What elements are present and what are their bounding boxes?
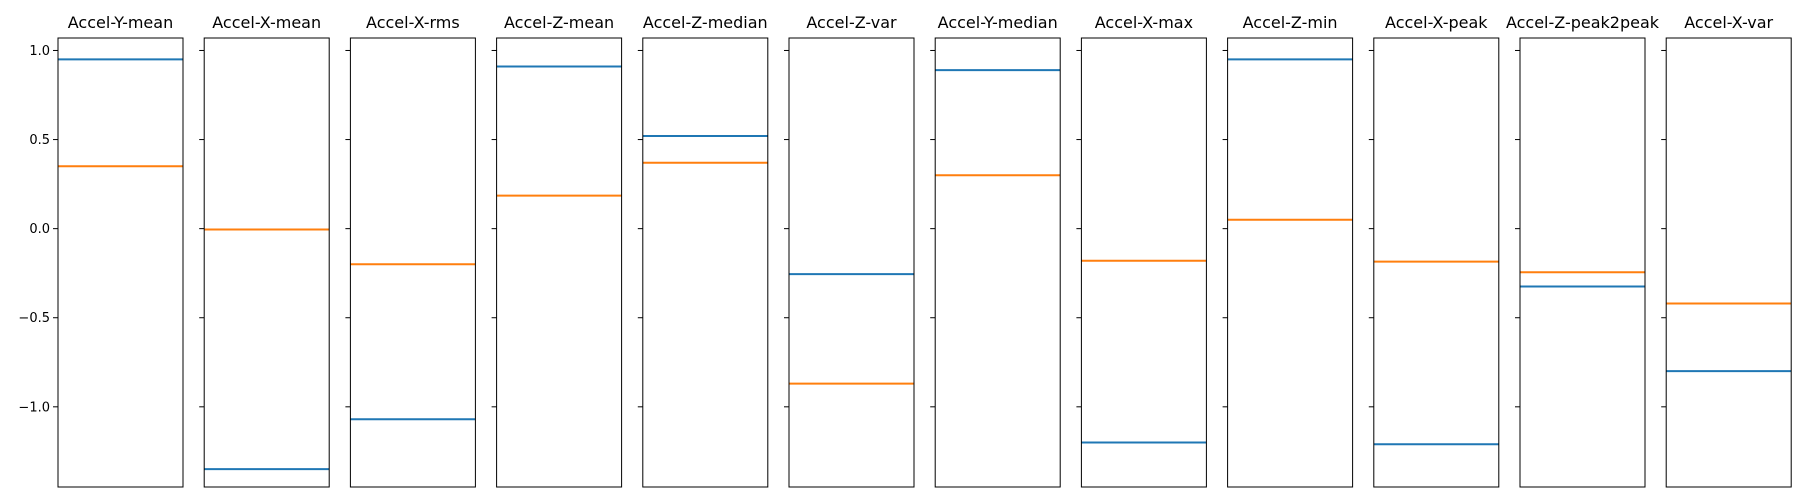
panel: Accel-Y-median <box>930 13 1061 488</box>
panel-frame <box>934 37 1061 488</box>
y-tick-label: 0.5 <box>29 133 50 148</box>
panel: Accel-X-peak <box>1368 13 1500 488</box>
panel-frame <box>1373 37 1500 488</box>
y-tick-label: −0.5 <box>18 311 50 326</box>
panel: Accel-Z-median <box>637 13 769 488</box>
panel-title: Accel-Z-var <box>806 13 897 32</box>
panel-title: Accel-Y-median <box>938 13 1058 32</box>
panel-frame <box>1519 37 1646 488</box>
panel-title: Accel-Z-peak2peak <box>1506 13 1660 32</box>
panel-title: Accel-X-peak <box>1385 13 1488 32</box>
panel: Accel-X-max <box>1076 13 1207 488</box>
panel-title: Accel-Z-median <box>643 13 768 32</box>
panel-frame <box>57 37 184 488</box>
y-tick-label: −1.0 <box>18 400 50 415</box>
panel-frame <box>1665 37 1792 488</box>
panel: Accel-Z-min <box>1222 13 1354 488</box>
panel: Accel-Z-var <box>784 13 915 488</box>
panel-frame <box>496 37 623 488</box>
panel: Accel-X-mean <box>199 13 330 488</box>
panel: Accel-X-var <box>1661 13 1792 488</box>
panel-frame <box>203 37 330 488</box>
panel-title: Accel-Y-mean <box>68 13 173 32</box>
y-tick-label: 1.0 <box>29 44 50 59</box>
panel: Accel-Y-mean 1.0 0.5 0.0 −0.5 −1.0 <box>18 13 184 488</box>
panel-frame <box>349 37 476 488</box>
panel-frame <box>788 37 915 488</box>
panel-frame <box>1080 37 1207 488</box>
panel-frame <box>1227 37 1354 488</box>
panel-title: Accel-X-mean <box>212 13 321 32</box>
panel: Accel-Z-mean <box>491 13 623 488</box>
panel-title: Accel-Z-min <box>1243 13 1338 32</box>
y-tick-label: 0.0 <box>29 222 50 237</box>
panel: Accel-X-rms <box>345 13 476 488</box>
panel-title: Accel-X-var <box>1684 13 1773 32</box>
panel-title: Accel-X-rms <box>366 13 460 32</box>
panel-frame <box>642 37 769 488</box>
panel-title: Accel-Z-mean <box>504 13 614 32</box>
panel-title: Accel-X-max <box>1095 13 1193 32</box>
panel: Accel-Z-peak2peak <box>1506 13 1660 488</box>
